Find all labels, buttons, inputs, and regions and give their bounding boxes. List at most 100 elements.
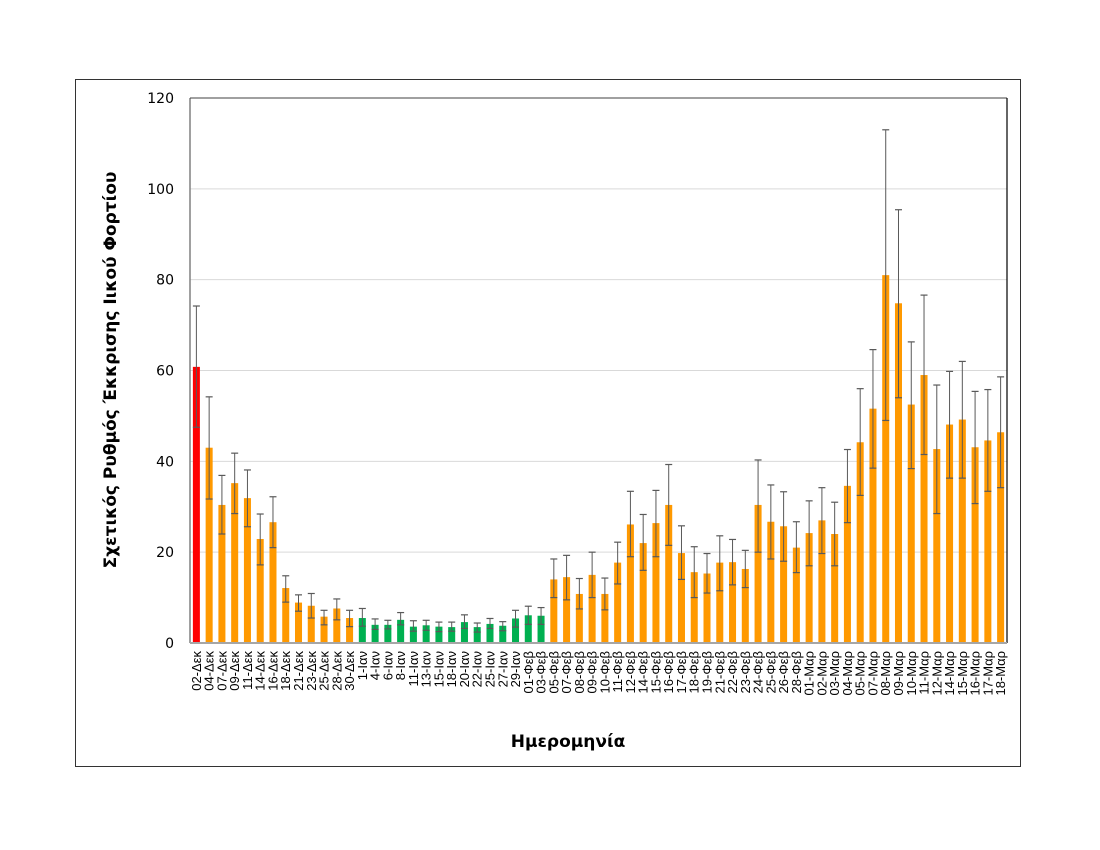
bar — [729, 562, 737, 643]
x-tick-label: 18-Μαρ — [993, 651, 1008, 696]
bar — [499, 625, 507, 643]
x-tick-label: 28-Δεκ — [329, 651, 344, 691]
bar — [920, 375, 928, 643]
y-tick-label: 100 — [147, 182, 174, 198]
x-tick-label: 04-Μαρ — [840, 651, 855, 696]
bar — [320, 616, 328, 643]
bar — [997, 432, 1005, 643]
bar — [256, 538, 264, 643]
x-tick-label: 18-Φεβ — [687, 651, 702, 693]
x-tick-label: 03-Φεβ — [534, 651, 549, 693]
x-tick-label: 20-Ιαν — [457, 651, 472, 687]
bar — [409, 626, 417, 643]
x-tick-label: 21-Φεβ — [712, 651, 727, 693]
x-tick-label: 11-Μαρ — [917, 651, 932, 695]
x-tick-label: 04-Δεκ — [202, 651, 217, 691]
bar — [856, 442, 864, 643]
bar — [626, 524, 634, 643]
x-tick-label: 18-Δεκ — [278, 651, 293, 691]
bar — [282, 588, 290, 643]
bar — [512, 618, 520, 643]
bar — [665, 504, 673, 643]
y-tick-label: 40 — [156, 454, 174, 470]
bar — [218, 504, 226, 643]
bar — [933, 449, 941, 643]
x-tick-label: 23-Δεκ — [304, 651, 319, 691]
bar — [205, 447, 213, 643]
x-tick-label: 07-Φεβ — [559, 651, 574, 693]
error-bars — [192, 129, 1005, 633]
bar — [907, 404, 915, 643]
x-tick-label: 16-Μαρ — [968, 651, 983, 696]
x-tick-label: 11-Ιαν — [406, 651, 421, 686]
y-tick-label: 60 — [156, 364, 174, 380]
bar — [307, 605, 315, 643]
x-tick-label: 15-Ιαν — [431, 651, 446, 687]
x-tick-label: 05-Φεβ — [546, 651, 561, 693]
x-tick-label: 27-Ιαν — [495, 651, 510, 687]
x-tick-label: 03-Μαρ — [827, 651, 842, 696]
y-tick-label: 120 — [147, 91, 174, 107]
bar — [639, 543, 647, 643]
bar — [575, 593, 583, 643]
y-tick-label: 20 — [156, 545, 174, 561]
x-tick-label: 09-Δεκ — [227, 651, 242, 691]
x-tick-label: 11-Δεκ — [240, 651, 255, 690]
x-tick-label: 22-Ιαν — [470, 651, 485, 687]
bar — [869, 408, 877, 643]
x-tick-label: 23-Φεβ — [738, 651, 753, 693]
x-tick-label: 4-Ιαν — [368, 651, 383, 680]
x-tick-label: 01-Μαρ — [802, 651, 817, 696]
x-tick-label: 17-Φεβ — [674, 651, 689, 693]
bar — [614, 562, 622, 643]
bar — [486, 623, 494, 643]
x-tick-label: 17-Μαρ — [980, 651, 995, 696]
bar — [741, 568, 749, 643]
bar — [792, 547, 800, 643]
x-tick-label: 15-Μαρ — [955, 651, 970, 696]
bar — [346, 618, 354, 643]
bar — [397, 619, 405, 643]
x-tick-label: 11-Φεβ — [610, 651, 625, 692]
x-tick-label: 14-Φεβ — [636, 651, 651, 693]
bar — [601, 593, 609, 643]
bar — [358, 618, 366, 643]
x-tick-label: 07-Δεκ — [214, 651, 229, 691]
x-tick-label: 29-Ιαν — [508, 651, 523, 687]
bar — [958, 419, 966, 643]
y-axis-tick-labels: 0 20 40 60 80 100 120 — [147, 91, 174, 652]
bar — [192, 366, 200, 643]
x-tick-label: 21-Δεκ — [291, 651, 306, 691]
bar — [754, 504, 762, 643]
x-tick-label: 02-Δεκ — [189, 651, 204, 691]
bar — [537, 615, 545, 643]
bar — [690, 572, 698, 643]
x-axis-title: Ημερομηνία — [511, 732, 626, 752]
bar — [805, 533, 813, 643]
x-tick-label: 25-Δεκ — [317, 651, 332, 691]
x-tick-label: 15-Φεβ — [648, 651, 663, 693]
x-tick-label: 07-Μαρ — [865, 651, 880, 696]
x-tick-label: 14-Μαρ — [942, 651, 957, 696]
bar — [984, 440, 992, 643]
x-tick-label: 09-Μαρ — [891, 651, 906, 696]
bar — [703, 573, 711, 643]
bar — [780, 526, 788, 643]
x-tick-label: 16-Δεκ — [265, 651, 280, 691]
bar — [767, 521, 775, 643]
bar — [384, 624, 392, 643]
x-tick-label: 1-Ιαν — [355, 651, 370, 680]
bar — [843, 485, 851, 643]
x-tick-label: 6-Ιαν — [380, 651, 395, 680]
x-tick-label: 10-Φεβ — [597, 651, 612, 693]
bar — [677, 553, 685, 643]
x-tick-label: 14-Δεκ — [253, 651, 268, 691]
x-tick-label: 22-Φεβ — [725, 651, 740, 693]
bar — [716, 562, 724, 643]
x-tick-label: 18-Ιαν — [444, 651, 459, 687]
x-tick-label: 12-Μαρ — [929, 651, 944, 696]
bar — [371, 624, 379, 643]
x-tick-label: 09-Φεβ — [585, 651, 600, 693]
x-tick-label: 8-Ιαν — [393, 651, 408, 680]
